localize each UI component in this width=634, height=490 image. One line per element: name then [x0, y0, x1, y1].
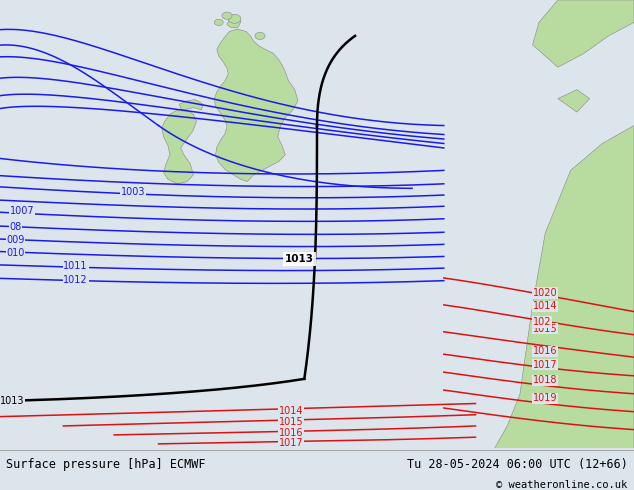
- Text: 08: 08: [10, 221, 22, 232]
- Circle shape: [222, 12, 232, 19]
- Text: 1018: 1018: [533, 375, 557, 385]
- Text: 1020: 1020: [533, 288, 557, 298]
- Text: 1013: 1013: [285, 254, 314, 264]
- Text: 1017: 1017: [279, 438, 304, 448]
- Polygon shape: [227, 18, 241, 28]
- Text: 1019: 1019: [533, 393, 557, 403]
- Circle shape: [255, 32, 265, 40]
- Text: © weatheronline.co.uk: © weatheronline.co.uk: [496, 480, 628, 490]
- Polygon shape: [214, 29, 298, 182]
- Text: 1015: 1015: [279, 417, 304, 427]
- Text: 1011: 1011: [63, 261, 88, 271]
- Polygon shape: [179, 99, 203, 110]
- Text: 009: 009: [6, 235, 25, 245]
- Polygon shape: [495, 125, 634, 448]
- Text: 1016: 1016: [533, 346, 557, 356]
- Text: 1014: 1014: [533, 301, 557, 311]
- Text: 1012: 1012: [63, 275, 88, 285]
- Text: 1003: 1003: [120, 187, 145, 197]
- Circle shape: [214, 19, 223, 25]
- Text: Tu 28-05-2024 06:00 UTC (12+66): Tu 28-05-2024 06:00 UTC (12+66): [407, 458, 628, 471]
- Polygon shape: [533, 0, 634, 67]
- Text: 1013: 1013: [0, 395, 25, 406]
- Text: 102: 102: [533, 317, 551, 327]
- Circle shape: [228, 14, 241, 24]
- Text: 1016: 1016: [279, 428, 304, 438]
- Text: Surface pressure [hPa] ECMWF: Surface pressure [hPa] ECMWF: [6, 458, 206, 471]
- Text: 1014: 1014: [279, 406, 304, 416]
- Text: 010: 010: [6, 247, 25, 258]
- Text: 1017: 1017: [533, 360, 557, 369]
- Text: 1015: 1015: [533, 324, 557, 334]
- Text: 1007: 1007: [10, 206, 34, 216]
- Polygon shape: [558, 90, 590, 112]
- Polygon shape: [162, 110, 197, 184]
